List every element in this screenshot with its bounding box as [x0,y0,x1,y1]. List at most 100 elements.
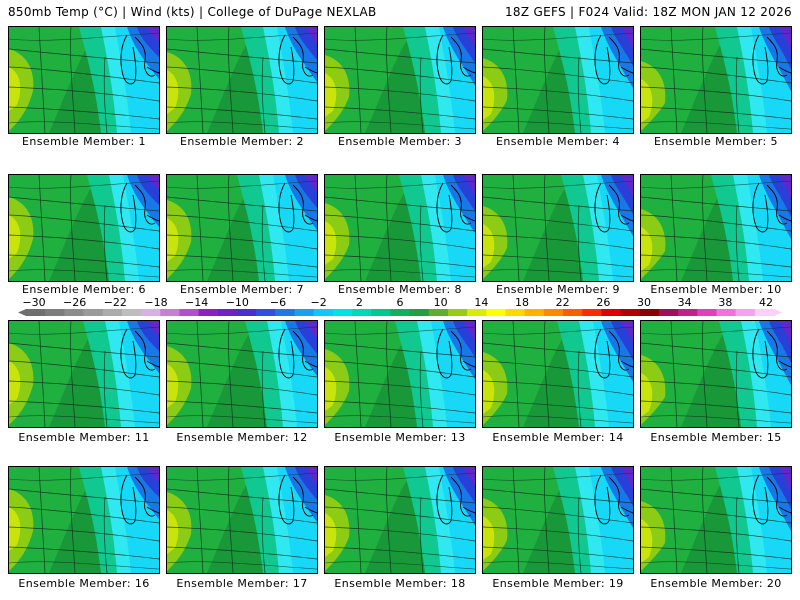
ensemble-member-label: Ensemble Member: 9 [496,283,620,296]
colorbar-segment [45,309,65,316]
ensemble-member-label: Ensemble Member: 11 [18,431,150,444]
ensemble-member-label: Ensemble Member: 4 [496,135,620,148]
colorbar-segment [639,309,660,316]
colorbar-segment [678,309,698,316]
colorbar-segment [275,309,296,316]
ensemble-member-label: Ensemble Member: 14 [492,431,624,444]
ensemble-map-4 [482,26,634,134]
colorbar-tick-label: −22 [104,296,127,309]
colorbar-segment [236,309,257,316]
colorbar-segment [601,309,622,316]
ensemble-map-7 [166,174,318,282]
colorbar-tick-label: 2 [356,296,363,309]
ensemble-member-label: Ensemble Member: 6 [22,283,146,296]
ensemble-map-2 [166,26,318,134]
ensemble-map-8 [324,174,476,282]
colorbar-tick-label: −6 [270,296,286,309]
ensemble-map-5 [640,26,792,134]
colorbar-segment [543,309,564,316]
colorbar-tick-label: −26 [63,296,86,309]
ensemble-member-label: Ensemble Member: 10 [650,283,782,296]
ensemble-map-19 [482,466,634,574]
ensemble-map-6 [8,174,160,282]
colorbar-segment [160,309,180,316]
colorbar-segment [371,309,391,316]
colorbar-segment [486,309,506,316]
colorbar-segment [409,309,430,316]
colorbar-tick-label: 34 [678,296,692,309]
colorbar-segment [428,309,449,316]
colorbar-segment [467,309,487,316]
colorbar-segment [716,309,737,316]
colorbar-segment [121,309,142,316]
colorbar-segment [26,309,46,316]
ensemble-map-18 [324,466,476,574]
ensemble-member-label: Ensemble Member: 3 [338,135,462,148]
colorbar-segment [294,309,315,316]
ensemble-member-label: Ensemble Member: 17 [176,577,308,590]
ensemble-member-label: Ensemble Member: 1 [22,135,146,148]
colorbar-segment [352,309,372,316]
ensemble-map-16 [8,466,160,574]
colorbar-segment [582,309,602,316]
ensemble-map-12 [166,320,318,428]
ensemble-member-label: Ensemble Member: 5 [654,135,778,148]
ensemble-map-17 [166,466,318,574]
ensemble-member-label: Ensemble Member: 8 [338,283,462,296]
colorbar-segment [179,309,200,316]
colorbar-segment [332,309,353,316]
ensemble-member-label: Ensemble Member: 13 [334,431,466,444]
colorbar-left-arrow [18,309,26,316]
colorbar-segment [735,309,756,316]
ensemble-member-label: Ensemble Member: 16 [18,577,150,590]
colorbar-tick-label: 22 [556,296,570,309]
colorbar-tick-label: 38 [718,296,732,309]
colorbar-segment [83,309,104,316]
colorbar-segment [524,309,545,316]
header-title: 850mb Temp (°C) | Wind (kts) | College o… [8,5,377,19]
header-valid-time: 18Z GEFS | F024 Valid: 18Z MON JAN 12 20… [504,5,792,19]
colorbar-segment [658,309,679,316]
colorbar-right-arrow [774,309,782,316]
ensemble-map-1 [8,26,160,134]
colorbar-segment [620,309,641,316]
colorbar-segment [563,309,583,316]
colorbar-segment [256,309,276,316]
ensemble-map-20 [640,466,792,574]
ensemble-member-label: Ensemble Member: 18 [334,577,466,590]
colorbar-tick-label: 18 [515,296,529,309]
ensemble-map-10 [640,174,792,282]
colorbar-segment [141,309,161,316]
colorbar-tick-label: −14 [185,296,208,309]
ensemble-member-label: Ensemble Member: 2 [180,135,304,148]
colorbar-segment [390,309,411,316]
ensemble-map-3 [324,26,476,134]
colorbar-tick-label: −30 [22,296,45,309]
colorbar-tick-label: 26 [596,296,610,309]
ensemble-member-label: Ensemble Member: 15 [650,431,782,444]
ensemble-member-label: Ensemble Member: 20 [650,577,782,590]
ensemble-map-11 [8,320,160,428]
colorbar-tick-label: −2 [311,296,327,309]
colorbar-segment [505,309,526,316]
colorbar-tick-label: 30 [637,296,651,309]
ensemble-map-9 [482,174,634,282]
ensemble-member-label: Ensemble Member: 7 [180,283,304,296]
ensemble-map-13 [324,320,476,428]
colorbar-tick-label: −10 [226,296,249,309]
ensemble-member-label: Ensemble Member: 12 [176,431,308,444]
colorbar-segment [754,309,775,316]
ensemble-map-15 [640,320,792,428]
colorbar-tick-label: 6 [397,296,404,309]
ensemble-map-14 [482,320,634,428]
colorbar-tick-label: 10 [434,296,448,309]
colorbar-tick-label: −18 [144,296,167,309]
colorbar-segment [102,309,123,316]
colorbar-segment [217,309,238,316]
colorbar-tick-label: 42 [759,296,773,309]
colorbar-segment [313,309,334,316]
temperature-colorbar: −30 −26 −22 −18 −14 −10 −6 −2 2 6 10 14 18 22 26 30 34 38… [18,296,782,316]
colorbar-segment [447,309,468,316]
colorbar-segment [697,309,717,316]
colorbar-segment [198,309,219,316]
